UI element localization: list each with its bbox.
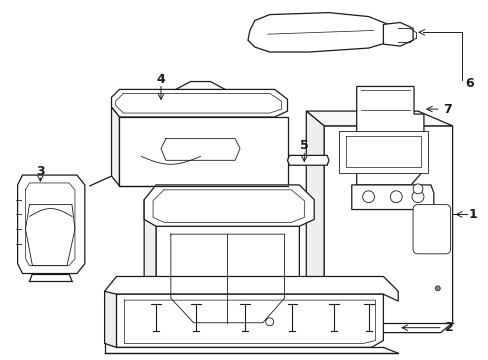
Circle shape [434,286,439,291]
Polygon shape [305,111,452,126]
Polygon shape [116,294,383,347]
Polygon shape [324,126,452,333]
Polygon shape [111,89,287,117]
Circle shape [362,191,374,203]
Text: 6: 6 [464,77,473,90]
Polygon shape [104,291,116,347]
Text: 4: 4 [156,73,165,86]
Circle shape [412,184,422,194]
Circle shape [389,191,401,203]
Polygon shape [156,226,299,338]
Text: 5: 5 [299,139,308,152]
Polygon shape [144,200,156,313]
Text: 7: 7 [443,103,451,116]
Polygon shape [119,117,287,186]
Polygon shape [111,107,119,186]
Polygon shape [18,175,84,274]
Text: 2: 2 [445,321,453,334]
FancyBboxPatch shape [412,204,450,254]
Polygon shape [247,13,392,52]
Polygon shape [287,156,328,165]
Polygon shape [338,131,427,173]
Text: 3: 3 [36,165,44,177]
Circle shape [411,191,423,203]
Circle shape [265,318,273,326]
Polygon shape [305,111,324,333]
Polygon shape [104,276,397,301]
Polygon shape [351,185,433,210]
Polygon shape [383,22,412,46]
Polygon shape [144,185,314,226]
Polygon shape [356,86,423,185]
Text: 1: 1 [468,208,477,221]
